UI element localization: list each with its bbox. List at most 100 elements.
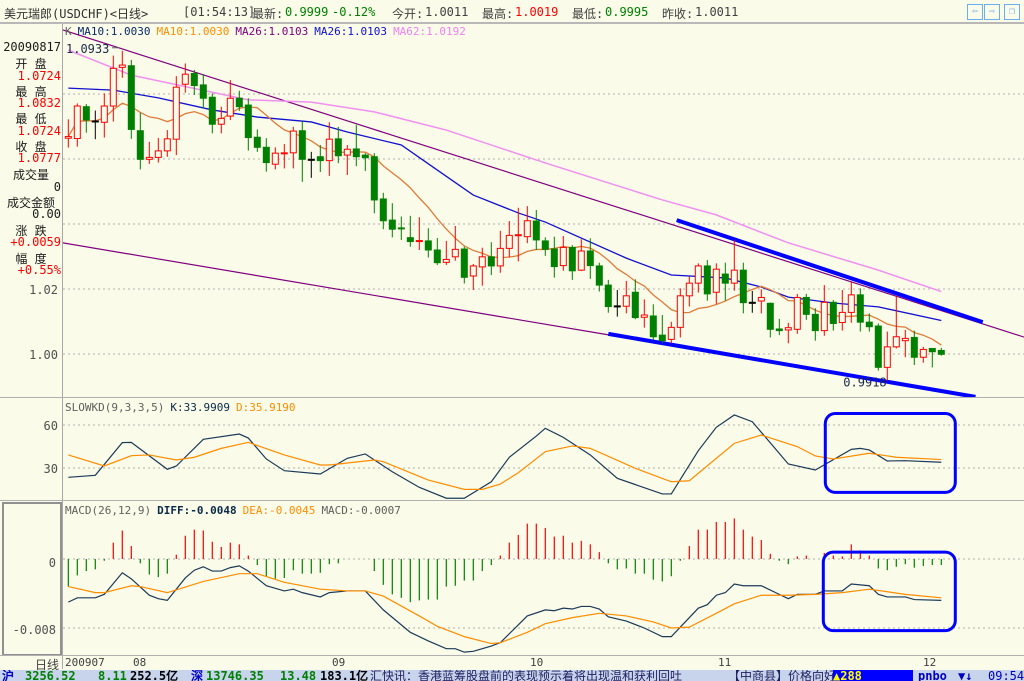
kd-panel (63, 412, 1024, 499)
candle-body (865, 321, 873, 328)
candle-body (334, 138, 342, 157)
candle-body (505, 234, 513, 249)
candle-body (451, 248, 459, 258)
candle-body (721, 273, 729, 284)
candle-body (289, 130, 297, 154)
open-price: 1.0011 (425, 5, 469, 19)
channel-line (63, 242, 611, 336)
info-date: 20090817 (3, 40, 61, 54)
macd-axis-box: 0 -0.008 (2, 502, 62, 656)
legend-ma62: MA62:1.0192 (393, 25, 466, 38)
candle-body (145, 156, 153, 160)
info-amount: 0.00 (32, 207, 61, 221)
candle-body (325, 138, 333, 162)
candle-body (937, 349, 945, 355)
price-annotation: 1.0933 (66, 42, 109, 56)
macd-name: MACD(26,12,9) (65, 504, 152, 517)
sz-label: 深 (191, 670, 204, 681)
candle-body (127, 65, 135, 130)
legend-ma26: MA26:1.0103 (235, 25, 309, 38)
candle-body (676, 295, 684, 328)
sz-amount: 183.1亿 (320, 670, 369, 681)
candle-body (730, 269, 738, 284)
candle-body (838, 311, 846, 323)
candle-body (343, 148, 351, 156)
arrows-icon[interactable]: ▼↓ (958, 670, 973, 681)
kd-k-line (68, 414, 942, 499)
candle-body (415, 240, 423, 243)
candle-body (244, 104, 252, 139)
candle-body (73, 105, 81, 140)
ma26-line (68, 87, 942, 322)
candle-body (550, 248, 558, 268)
candle-body (316, 156, 324, 162)
ma-legend: K MA10:1.0030 MA10:1.0030 MA26:1.0103 MA26:1… (65, 25, 472, 38)
candle-body (262, 146, 270, 164)
panel-divider (0, 655, 1024, 656)
candle-body (82, 106, 90, 121)
alert-badge[interactable]: ▲288 (833, 670, 913, 681)
low-label: 最低: (572, 7, 604, 21)
candle-body (919, 348, 927, 358)
candle-body (748, 301, 756, 304)
candle-body (181, 73, 189, 85)
candle-body (469, 265, 477, 277)
info-high-label: 最 高 (15, 85, 47, 99)
kd-d-line (68, 434, 942, 490)
legend-ma10: MA10:1.0030 (77, 25, 151, 38)
candle-body (190, 73, 198, 87)
low-price: 0.9995 (605, 5, 649, 19)
info-amount-label: 成交金额 (6, 196, 55, 210)
info-volume: 0 (53, 180, 61, 194)
candle-body (172, 86, 180, 140)
candle-body (478, 256, 486, 268)
ma62-line (68, 49, 942, 293)
macd-panel (63, 518, 1024, 653)
candle-body (226, 97, 234, 117)
candle-body (397, 227, 405, 230)
macd-diff-line (68, 565, 942, 653)
info-volume-label: 成交量 (12, 168, 49, 182)
quote-time: [01:54:13] (183, 5, 256, 19)
status-bar: 沪 3256.52 8.11 252.5亿 深 13746.35 13.48 1… (0, 670, 1024, 681)
candle-body (217, 117, 225, 125)
candle-body (298, 130, 306, 160)
candle-body (793, 296, 801, 330)
latest-price: 0.9999 (285, 5, 329, 19)
title-bar: 美元瑞郎(USDCHF)<日线> [01:54:13] 最新: 0.9999 -… (0, 0, 1024, 24)
candle-body (766, 302, 774, 330)
x-axis-period: 日线 (35, 658, 60, 672)
info-change: +0.0059 (10, 235, 61, 249)
candle-body (433, 249, 441, 264)
kd-k-value: K:33.9909 (170, 401, 230, 414)
candle-body (856, 294, 864, 323)
kd-name: SLOWKD(9,3,3,5) (65, 401, 165, 414)
restore-window-icon[interactable]: ❐ (1004, 4, 1020, 20)
macd-dea-value: DEA:-0.0045 (242, 504, 316, 517)
candle-body (928, 347, 936, 353)
news-ticker-2[interactable]: 【中商县】价格向好 (728, 670, 837, 681)
candle-body (883, 346, 891, 368)
news-ticker[interactable]: 汇快讯：香港蓝筹股盘前的表现预示着将出现温和获利回吐 (370, 670, 683, 681)
arrow-right-icon[interactable]: ⇨ (984, 4, 1000, 20)
candle-body (406, 237, 414, 243)
macd-dea-line (68, 573, 942, 645)
panel-divider (0, 500, 1024, 501)
candle-body (253, 136, 261, 148)
info-close-label: 收 盘 (15, 140, 47, 154)
candle-body (100, 105, 108, 123)
sh-change: 8.11 (98, 670, 127, 681)
candle-body (739, 269, 747, 304)
info-open-label: 开 盘 (15, 57, 47, 71)
candle-body (514, 234, 522, 237)
candle-body (370, 156, 378, 201)
candle-body (199, 84, 207, 99)
candle-body (496, 247, 504, 267)
x-tick-11: 11 (718, 656, 732, 669)
kd-legend: SLOWKD(9,3,3,5) K:33.9909 D:35.9190 (65, 401, 302, 414)
sh-index: 3256.52 (25, 670, 76, 681)
info-low: 1.0724 (17, 124, 61, 138)
arrow-left-icon[interactable]: ⇦ (967, 4, 983, 20)
change-percent: -0.12% (332, 5, 376, 19)
